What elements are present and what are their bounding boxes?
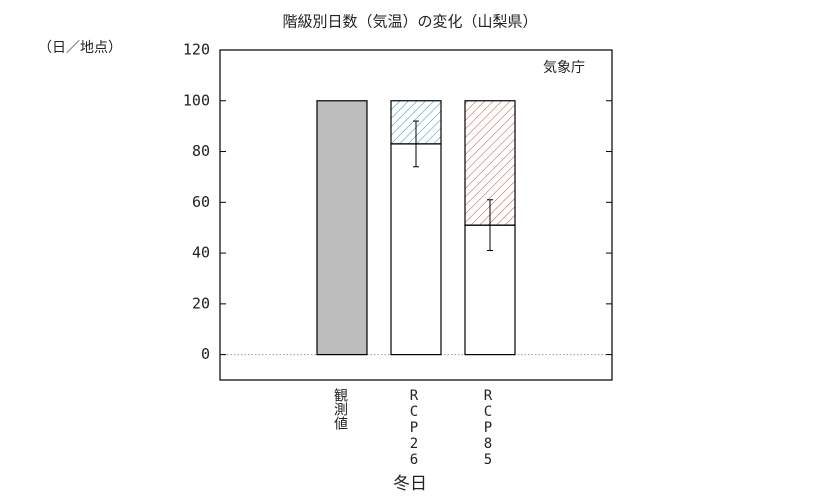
- y-tick-label: 40: [192, 244, 210, 262]
- bar-segment: [316, 100, 368, 356]
- x-axis-label: 冬日: [393, 474, 427, 494]
- error-bar: [413, 120, 419, 168]
- x-tick-label: RCP26: [406, 388, 422, 468]
- y-tick-label: 100: [183, 91, 210, 109]
- x-tick-label: RCP85: [480, 388, 496, 468]
- y-tick-label: 0: [201, 345, 210, 363]
- y-unit: （日／地点）: [38, 40, 122, 56]
- y-tick-label: 80: [192, 142, 210, 160]
- error-bar: [487, 199, 493, 252]
- plot-frame: [219, 49, 613, 381]
- bar-segment: [390, 143, 442, 356]
- x-tick-label: 観測値: [332, 388, 348, 430]
- y-tick-label: 20: [192, 294, 210, 312]
- chart-title: 階級別日数（気温）の変化（山梨県）: [282, 13, 537, 31]
- annotation: 気象庁: [543, 60, 585, 76]
- y-tick-label: 60: [192, 193, 210, 211]
- y-tick-label: 120: [183, 41, 210, 59]
